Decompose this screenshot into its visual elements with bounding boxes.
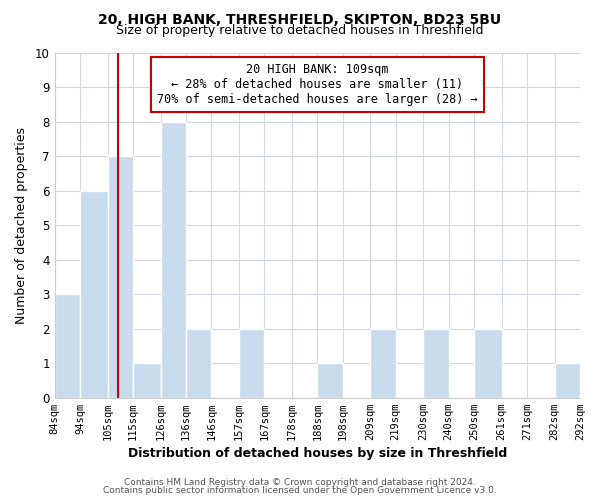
Bar [186, 328, 211, 398]
Y-axis label: Number of detached properties: Number of detached properties [15, 126, 28, 324]
Text: Contains HM Land Registry data © Crown copyright and database right 2024.: Contains HM Land Registry data © Crown c… [124, 478, 476, 487]
Bar [80, 190, 108, 398]
Text: Contains public sector information licensed under the Open Government Licence v3: Contains public sector information licen… [103, 486, 497, 495]
Bar [133, 363, 161, 398]
Bar [108, 156, 133, 398]
Bar [55, 294, 80, 398]
Text: 20 HIGH BANK: 109sqm
← 28% of detached houses are smaller (11)
70% of semi-detac: 20 HIGH BANK: 109sqm ← 28% of detached h… [157, 63, 478, 106]
Bar [474, 328, 502, 398]
Bar [424, 328, 449, 398]
Bar [555, 363, 580, 398]
X-axis label: Distribution of detached houses by size in Threshfield: Distribution of detached houses by size … [128, 447, 507, 460]
Text: Size of property relative to detached houses in Threshfield: Size of property relative to detached ho… [116, 24, 484, 37]
Bar [239, 328, 265, 398]
Bar [317, 363, 343, 398]
Text: 20, HIGH BANK, THRESHFIELD, SKIPTON, BD23 5BU: 20, HIGH BANK, THRESHFIELD, SKIPTON, BD2… [98, 12, 502, 26]
Bar [370, 328, 395, 398]
Bar [161, 122, 186, 398]
